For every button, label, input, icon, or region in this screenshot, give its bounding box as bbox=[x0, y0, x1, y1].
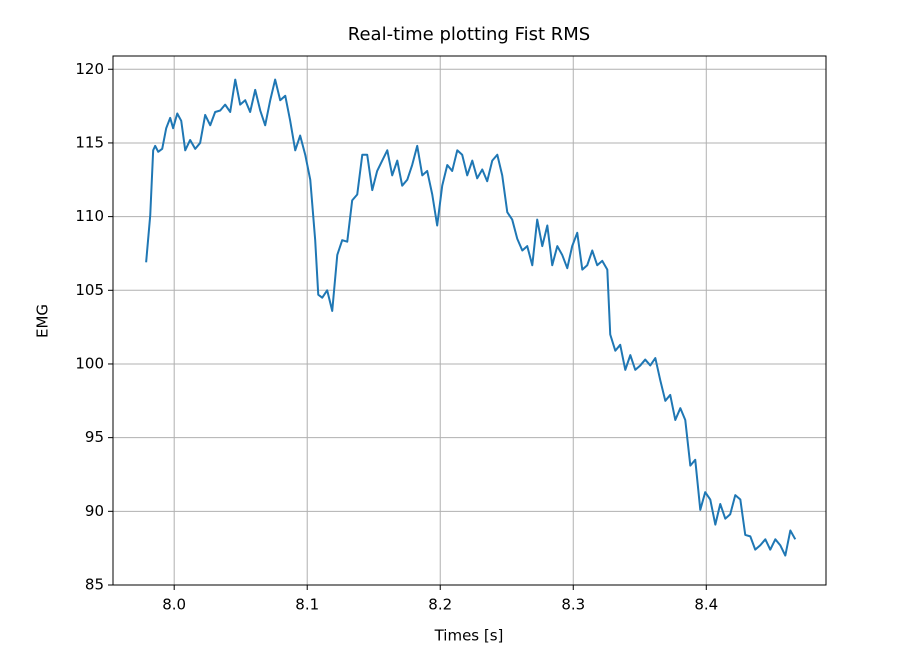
data-line bbox=[145, 78, 797, 557]
x-tick-label: 8.0 bbox=[162, 596, 186, 614]
plot-frame bbox=[112, 55, 827, 586]
chart-title: Real-time plotting Fist RMS bbox=[348, 24, 590, 45]
y-tick-label: 120 bbox=[75, 60, 104, 78]
x-tick-label: 8.1 bbox=[295, 596, 319, 614]
y-tick-label: 100 bbox=[75, 354, 104, 372]
x-tick-label: 8.2 bbox=[428, 596, 452, 614]
y-axis-label: EMG bbox=[34, 304, 52, 338]
y-tick-label: 105 bbox=[75, 281, 104, 299]
x-tick-label: 8.3 bbox=[561, 596, 585, 614]
x-axis-label: Times [s] bbox=[434, 627, 504, 645]
y-tick-label: 90 bbox=[85, 502, 104, 520]
y-tick-label: 85 bbox=[85, 576, 104, 594]
x-tick-label: 8.4 bbox=[694, 596, 718, 614]
y-tick-label: 110 bbox=[75, 207, 104, 225]
y-tick-label: 115 bbox=[75, 133, 104, 151]
y-tick-label: 95 bbox=[85, 428, 104, 446]
